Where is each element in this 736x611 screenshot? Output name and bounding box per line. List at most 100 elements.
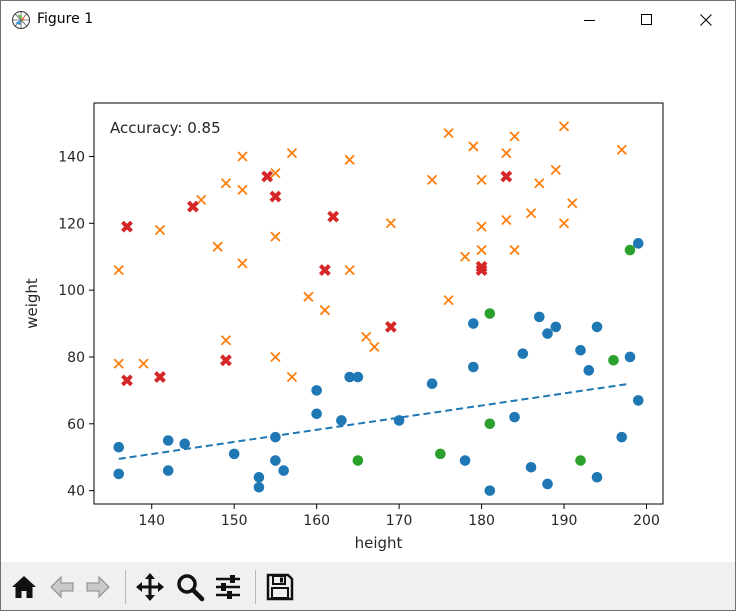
data-point: [608, 355, 619, 366]
y-axis-label: weight: [23, 278, 41, 329]
configure-subplots-icon: [216, 575, 240, 599]
data-point: [475, 264, 488, 276]
data-point: [624, 244, 636, 256]
data-point: [484, 308, 496, 319]
zoom-button[interactable]: [173, 570, 207, 604]
x-tick-label: 190: [551, 513, 578, 529]
data-point: [468, 141, 479, 152]
x-axis-label: height: [355, 534, 403, 552]
data-point: [616, 144, 627, 155]
data-point: [327, 210, 340, 223]
forward-arrow-icon: [86, 575, 110, 599]
figure-icon: [11, 10, 31, 30]
data-point: [154, 371, 166, 383]
data-point: [220, 335, 232, 346]
scatter-chart: 140 150 160 170 180 190 200 40 60 80 100 120 140 Acc…: [1, 39, 735, 561]
data-point: [426, 174, 438, 185]
save-icon: [266, 573, 294, 601]
x-tick-label: 160: [303, 513, 330, 529]
data-point: [336, 415, 347, 426]
data-point: [558, 121, 570, 132]
x-tick-label: 170: [386, 513, 413, 529]
data-point: [344, 371, 355, 383]
data-point: [624, 351, 636, 363]
data-point: [270, 351, 281, 363]
back-button[interactable]: [45, 570, 79, 604]
zoom-icon: [177, 574, 205, 602]
data-point: [591, 321, 603, 333]
data-point: [270, 231, 281, 242]
data-point: [237, 258, 248, 269]
data-point: [484, 418, 496, 430]
data-point: [344, 154, 355, 165]
data-point: [113, 468, 125, 480]
data-point: [632, 238, 644, 249]
data-point: [525, 461, 537, 473]
data-point: [443, 295, 454, 306]
data-point: [162, 435, 174, 446]
save-button[interactable]: [263, 570, 297, 604]
data-point: [632, 395, 644, 406]
toolbar-separator: [125, 570, 126, 604]
data-point: [443, 127, 454, 139]
data-point: [319, 305, 331, 316]
regression-line: [118, 382, 631, 460]
data-point: [476, 174, 487, 185]
minimize-button[interactable]: [561, 1, 619, 39]
data-point: [384, 320, 397, 333]
data-point: [187, 200, 199, 213]
maximize-button[interactable]: [618, 1, 676, 39]
data-point: [550, 321, 562, 333]
data-point: [369, 341, 380, 353]
y-tick-label: 100: [58, 283, 85, 299]
data-point: [550, 164, 561, 175]
data-point: [179, 438, 191, 450]
data-point: [121, 374, 133, 387]
y-tick-label: 80: [67, 350, 85, 366]
axes-frame: [93, 102, 664, 505]
forward-button[interactable]: [81, 570, 115, 604]
close-button[interactable]: [677, 1, 735, 39]
data-point: [253, 481, 265, 493]
minimize-icon: [584, 20, 595, 21]
data-point: [426, 378, 438, 390]
data-point: [311, 408, 322, 420]
y-tick-label: 60: [67, 417, 85, 433]
back-arrow-icon: [50, 575, 74, 599]
data-point: [534, 178, 545, 189]
pan-icon: [136, 573, 164, 601]
home-button[interactable]: [7, 570, 41, 604]
pan-button[interactable]: [133, 570, 167, 604]
data-point: [113, 358, 124, 369]
data-point: [501, 214, 512, 226]
configure-subplots-button[interactable]: [211, 570, 245, 604]
data-point: [509, 411, 520, 423]
data-point: [121, 220, 133, 233]
data-point: [476, 221, 487, 232]
data-point: [286, 371, 298, 383]
data-point: [352, 371, 364, 383]
data-point: [113, 264, 124, 276]
data-point: [534, 311, 545, 323]
data-point: [509, 131, 520, 142]
data-point: [237, 184, 248, 196]
home-icon: [12, 576, 36, 598]
plot-canvas[interactable]: 140 150 160 170 180 190 200 40 60 80 100 120 140 Acc…: [1, 39, 735, 561]
accuracy-annotation: Accuracy: 0.85: [110, 119, 221, 137]
data-point: [517, 348, 529, 359]
data-point: [459, 455, 471, 466]
data-point: [558, 218, 570, 229]
data-point: [476, 244, 487, 256]
close-icon: [700, 14, 712, 26]
data-point: [311, 385, 322, 396]
x-tick-label: 140: [138, 513, 165, 529]
data-point: [269, 190, 282, 203]
data-point: [509, 244, 520, 256]
data-point: [468, 361, 479, 373]
data-point: [278, 465, 289, 476]
data-point: [500, 170, 513, 183]
data-point: [261, 170, 274, 183]
data-point: [352, 455, 364, 466]
data-point: [220, 354, 232, 367]
navigation-toolbar: [1, 562, 735, 610]
